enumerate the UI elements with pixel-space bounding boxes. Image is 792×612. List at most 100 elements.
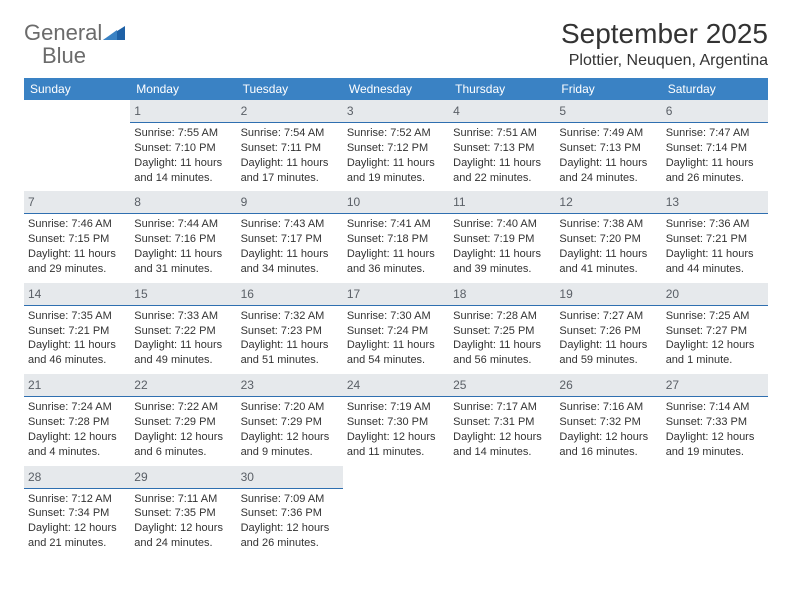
day-header-saturday: Saturday [662,78,768,100]
day-cell: 30Sunrise: 7:09 AMSunset: 7:36 PMDayligh… [237,466,343,557]
day-header-row: SundayMondayTuesdayWednesdayThursdayFrid… [24,78,768,100]
day-number-bar: 16 [237,283,343,306]
sunset-line: Sunset: 7:31 PM [453,415,551,430]
day-number: 18 [453,287,466,301]
sunrise-line: Sunrise: 7:22 AM [134,400,232,415]
daylight-line: Daylight: 11 hours and 24 minutes. [559,156,657,186]
day-cell [449,466,555,557]
sunset-line: Sunset: 7:19 PM [453,232,551,247]
sunset-line: Sunset: 7:11 PM [241,141,339,156]
sunrise-line: Sunrise: 7:28 AM [453,309,551,324]
daylight-line: Daylight: 11 hours and 41 minutes. [559,247,657,277]
sunrise-line: Sunrise: 7:46 AM [28,217,126,232]
day-cell: 10Sunrise: 7:41 AMSunset: 7:18 PMDayligh… [343,191,449,282]
day-cell [662,466,768,557]
day-header-monday: Monday [130,78,236,100]
week-row: 14Sunrise: 7:35 AMSunset: 7:21 PMDayligh… [24,283,768,374]
sunset-line: Sunset: 7:29 PM [241,415,339,430]
daylight-line: Daylight: 11 hours and 44 minutes. [666,247,764,277]
sunrise-line: Sunrise: 7:38 AM [559,217,657,232]
location: Plottier, Neuquen, Argentina [561,52,768,70]
day-cell: 26Sunrise: 7:16 AMSunset: 7:32 PMDayligh… [555,374,661,465]
day-cell: 29Sunrise: 7:11 AMSunset: 7:35 PMDayligh… [130,466,236,557]
day-number-bar: 15 [130,283,236,306]
sunset-line: Sunset: 7:10 PM [134,141,232,156]
sunset-line: Sunset: 7:20 PM [559,232,657,247]
sunrise-line: Sunrise: 7:44 AM [134,217,232,232]
day-number: 11 [453,195,465,209]
day-cell: 19Sunrise: 7:27 AMSunset: 7:26 PMDayligh… [555,283,661,374]
calendar-body: 1Sunrise: 7:55 AMSunset: 7:10 PMDaylight… [24,100,768,557]
day-number-bar: 14 [24,283,130,306]
daylight-line: Daylight: 12 hours and 24 minutes. [134,521,232,551]
sunrise-line: Sunrise: 7:52 AM [347,126,445,141]
sunrise-line: Sunrise: 7:54 AM [241,126,339,141]
daylight-line: Daylight: 11 hours and 14 minutes. [134,156,232,186]
sunset-line: Sunset: 7:24 PM [347,324,445,339]
day-number-bar: 30 [237,466,343,489]
daylight-line: Daylight: 12 hours and 1 minute. [666,338,764,368]
daylight-line: Daylight: 11 hours and 22 minutes. [453,156,551,186]
day-number-bar: 18 [449,283,555,306]
day-cell: 4Sunrise: 7:51 AMSunset: 7:13 PMDaylight… [449,100,555,191]
week-row: 7 Sunrise: 7:46 AMSunset: 7:15 PM Daylight… [24,191,768,282]
day-number-bar: 6 [662,100,768,123]
day-number: 17 [347,287,360,301]
day-number: 5 [559,104,566,118]
day-number: 2 [241,104,248,118]
sunrise-line: Sunrise: 7:49 AM [559,126,657,141]
week-row: 28Sunrise: 7:12 AMSunset: 7:34 PMDayligh… [24,466,768,557]
sunset-line: Sunset: 7:14 PM [666,141,764,156]
sunset-line: Sunset: 7:28 PM [28,415,126,430]
sunset-line: Sunset: 7:15 PM [28,232,126,247]
daylight-line: Daylight: 12 hours and 14 minutes. [453,430,551,460]
day-number: 20 [666,287,679,301]
sunset-line: Sunset: 7:18 PM [347,232,445,247]
day-number: 27 [666,378,679,392]
day-number-bar: 20 [662,283,768,306]
daylight-line: Daylight: 11 hours and 26 minutes. [666,156,764,186]
sunset-line: Sunset: 7:21 PM [28,324,126,339]
day-header-tuesday: Tuesday [237,78,343,100]
day-number: 12 [559,195,572,209]
sunset-line: Sunset: 7:34 PM [28,506,126,521]
sunrise-line: Sunrise: 7:33 AM [134,309,232,324]
day-number-bar: 8 [130,191,236,214]
day-cell: 27Sunrise: 7:14 AMSunset: 7:33 PMDayligh… [662,374,768,465]
sunset-line: Sunset: 7:23 PM [241,324,339,339]
sunrise-line: Sunrise: 7:25 AM [666,309,764,324]
header: General Blue September 2025 Plottier, Ne… [24,18,768,70]
sunset-line: Sunset: 7:13 PM [559,141,657,156]
day-number: 14 [28,287,41,301]
sunset-line: Sunset: 7:36 PM [241,506,339,521]
day-number: 3 [347,104,354,118]
day-number: 13 [666,195,679,209]
day-number: 10 [347,195,360,209]
day-number-bar: 12 [555,191,661,214]
day-number-bar: 7 [24,191,130,214]
sunrise-line: Sunrise: 7:16 AM [559,400,657,415]
day-number: 30 [241,470,254,484]
daylight-line: Daylight: 12 hours and 11 minutes. [347,430,445,460]
day-cell: 18Sunrise: 7:28 AMSunset: 7:25 PMDayligh… [449,283,555,374]
day-number-bar: 25 [449,374,555,397]
day-number: 4 [453,104,460,118]
sunset-line: Sunset: 7:21 PM [666,232,764,247]
sunrise-line: Sunrise: 7:43 AM [241,217,339,232]
daylight-line: Daylight: 11 hours and 19 minutes. [347,156,445,186]
sunrise-line: Sunrise: 7:32 AM [241,309,339,324]
day-cell: 3Sunrise: 7:52 AMSunset: 7:12 PMDaylight… [343,100,449,191]
day-cell: 15Sunrise: 7:33 AMSunset: 7:22 PMDayligh… [130,283,236,374]
daylight-line: Daylight: 11 hours and 59 minutes. [559,338,657,368]
day-number: 28 [28,470,41,484]
day-number-bar: 24 [343,374,449,397]
sunrise-line: Sunrise: 7:41 AM [347,217,445,232]
day-number: 19 [559,287,572,301]
sunrise-line: Sunrise: 7:19 AM [347,400,445,415]
daylight-line: Daylight: 12 hours and 4 minutes. [28,430,126,460]
day-cell: 5 Sunrise: 7:49 AMSunset: 7:13 PMDaylight… [555,100,661,191]
day-number: 26 [559,378,572,392]
day-cell: 2Sunrise: 7:54 AMSunset: 7:11 PMDaylight… [237,100,343,191]
day-header-friday: Friday [555,78,661,100]
sunset-line: Sunset: 7:22 PM [134,324,232,339]
